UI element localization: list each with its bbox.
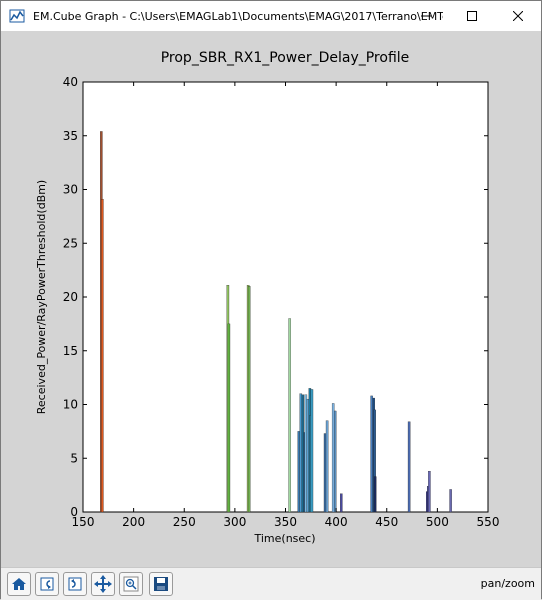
home-button[interactable] xyxy=(7,572,31,596)
y-tick-label-0: 0 xyxy=(70,505,78,519)
maximize-icon xyxy=(467,11,477,21)
y-axis-label: Received_Power/RayPowerThreshold(dBm) xyxy=(35,180,48,414)
x-tick-label-2: 250 xyxy=(173,515,196,529)
x-tick-label-1: 200 xyxy=(122,515,145,529)
chart-title: Prop_SBR_RX1_Power_Delay_Profile xyxy=(161,50,410,66)
back-button[interactable] xyxy=(35,572,59,596)
close-icon xyxy=(513,11,523,21)
y-tick-label-4: 20 xyxy=(63,290,78,304)
pan-icon xyxy=(94,575,112,593)
x-tick-label-3: 300 xyxy=(223,515,246,529)
home-icon xyxy=(12,578,26,590)
window-title: EM.Cube Graph - C:\Users\EMAGLab1\Docume… xyxy=(33,9,443,23)
y-tick-label-7: 35 xyxy=(63,129,78,143)
x-tick-label-7: 500 xyxy=(426,515,449,529)
forward-button[interactable] xyxy=(63,572,87,596)
y-tick-label-2: 10 xyxy=(63,398,78,412)
power-delay-chart: 150 200 250 300 350 400 450 500 550 0 5 10 15 20 25 30 3… xyxy=(35,50,500,545)
zoom-icon xyxy=(123,576,139,592)
pan-button[interactable] xyxy=(91,572,115,596)
y-tick-label-8: 40 xyxy=(63,75,78,89)
bar-5 xyxy=(247,286,251,513)
bar-25 xyxy=(407,421,411,513)
bar-12 xyxy=(306,398,310,513)
y-tick-label-6: 30 xyxy=(63,183,78,197)
bar-3 xyxy=(227,323,231,513)
navigation-toolbar: pan/zoom xyxy=(1,567,541,600)
forward-icon xyxy=(68,577,82,591)
x-tick-label-8: 550 xyxy=(477,515,500,529)
bar-16 xyxy=(323,433,327,513)
zoom-button[interactable] xyxy=(119,572,143,596)
close-button[interactable] xyxy=(495,1,541,31)
bar-29 xyxy=(449,489,452,513)
x-tick-label-6: 450 xyxy=(375,515,398,529)
save-icon xyxy=(154,577,168,591)
x-tick-label-0: 150 xyxy=(72,515,95,529)
toolbar-mode-status: pan/zoom xyxy=(480,577,535,590)
bar-19 xyxy=(333,410,337,513)
back-icon xyxy=(40,577,54,591)
bar-15 xyxy=(310,389,314,513)
bar-9 xyxy=(301,394,305,513)
save-button[interactable] xyxy=(149,572,173,596)
bar-17 xyxy=(325,420,329,513)
bar-7 xyxy=(297,431,301,513)
bar-1 xyxy=(101,199,104,513)
x-tick-label-4: 350 xyxy=(274,515,297,529)
bar-6 xyxy=(288,318,291,513)
bar-21 xyxy=(370,395,373,513)
title-bar[interactable]: EM.Cube Graph - C:\Users\EMAGLab1\Docume… xyxy=(1,1,541,31)
axes-frame xyxy=(82,81,489,513)
x-axis-label: Time(nsec) xyxy=(253,532,315,545)
app-icon xyxy=(9,8,25,24)
minimize-icon xyxy=(421,15,431,17)
y-tick-label-5: 25 xyxy=(63,236,78,250)
x-tick-label-5: 400 xyxy=(325,515,348,529)
maximize-button[interactable] xyxy=(449,1,495,31)
bar-20 xyxy=(340,493,343,513)
y-tick-label-3: 15 xyxy=(63,344,78,358)
plot-canvas[interactable]: 150 200 250 300 350 400 450 500 550 0 5 10 15 20 25 30 3… xyxy=(1,31,541,567)
bar-24 xyxy=(373,476,377,513)
y-tick-label-1: 5 xyxy=(70,451,78,465)
minimize-button[interactable] xyxy=(403,1,449,31)
bar-28 xyxy=(428,470,431,513)
